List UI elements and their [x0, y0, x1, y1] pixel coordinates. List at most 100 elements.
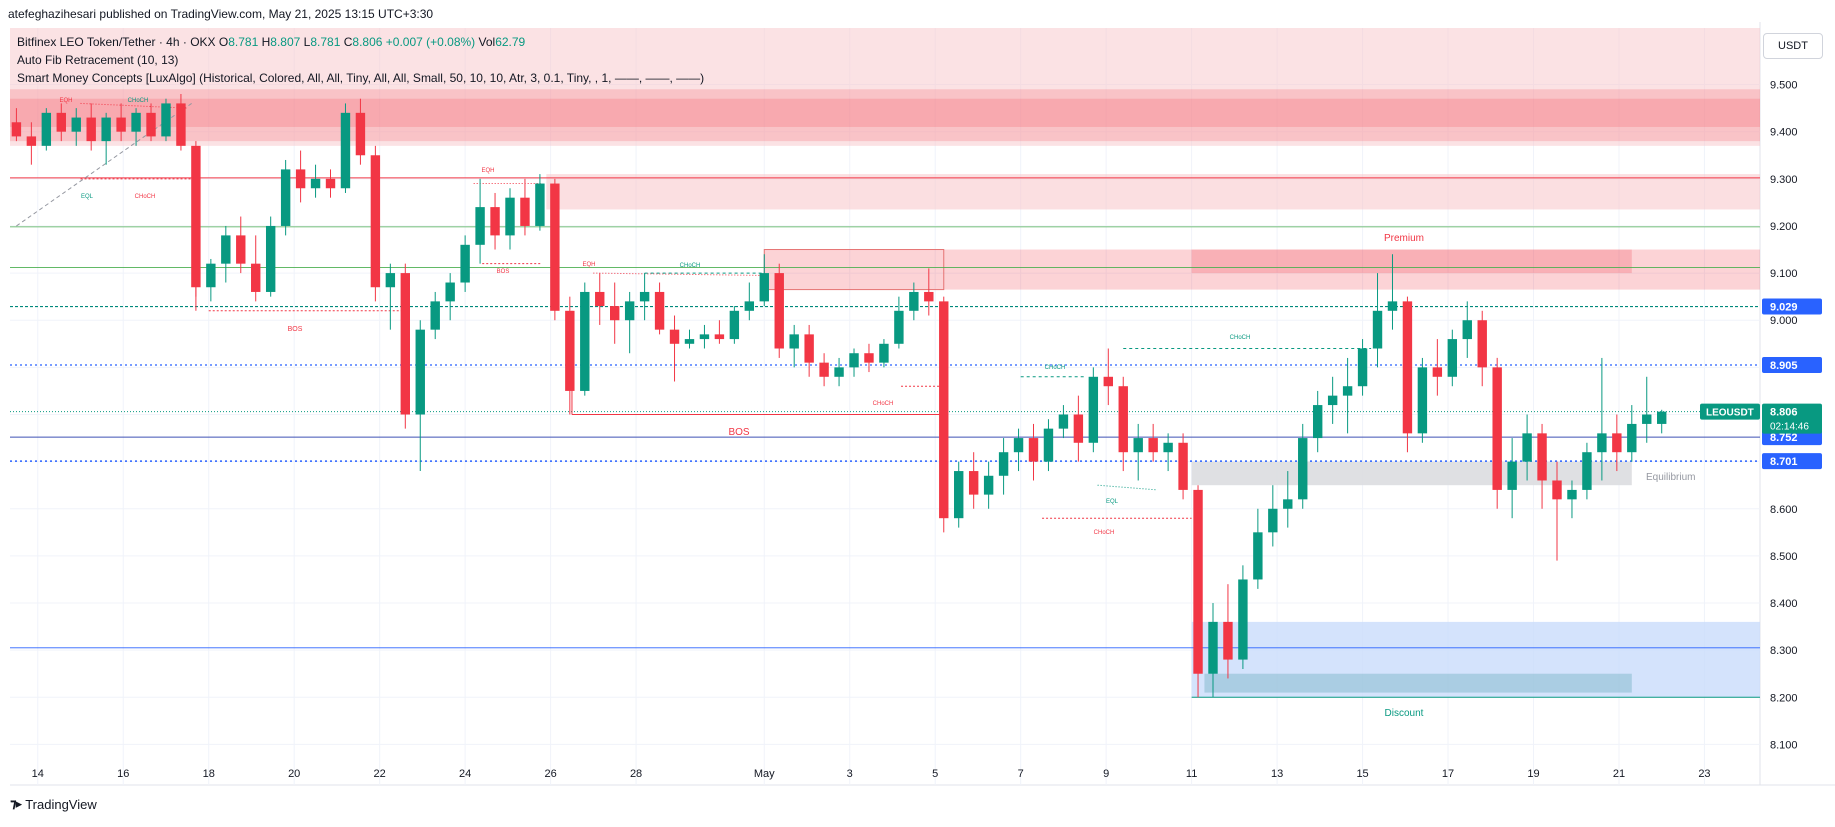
candle-body: [924, 291, 934, 302]
bos-label-1: BOS: [288, 326, 303, 333]
candle-body: [864, 353, 874, 363]
candle-body: [490, 207, 500, 236]
candle-body: [1552, 480, 1562, 500]
candle-body: [1357, 348, 1368, 387]
candle-body: [639, 291, 650, 302]
candle-body: [535, 183, 545, 226]
candle-body: [56, 112, 66, 132]
close-label: C: [343, 35, 353, 49]
indicator-smc[interactable]: Smart Money Concepts [LuxAlgo] (Historic…: [17, 71, 705, 85]
candle-body: [355, 112, 366, 156]
y-tick-label: 9.500: [1770, 80, 1798, 92]
eql-label-2: EQL: [1106, 499, 1119, 505]
candle-body: [1582, 452, 1592, 490]
candle-body: [909, 291, 919, 311]
candle-body: [1492, 367, 1502, 490]
price-tag-label: 8.752: [1770, 432, 1798, 444]
premium-zone-inner: [10, 98, 1760, 127]
y-tick-label: 9.100: [1770, 268, 1798, 280]
candle-body: [1342, 386, 1353, 396]
y-tick-label: 8.100: [1770, 739, 1798, 751]
indicator-auto-fib[interactable]: Auto Fib Retracement (10, 13): [17, 53, 179, 67]
symbol-title[interactable]: Bitfinex LEO Token/Tether · 4h · OKX: [17, 35, 216, 49]
y-tick-label: 9.200: [1770, 221, 1798, 233]
price-tag-label: 8.701: [1770, 456, 1798, 468]
candle-body: [1133, 438, 1143, 453]
candle-body: [265, 225, 276, 292]
candle-body: [146, 112, 156, 137]
candle-body: [101, 117, 111, 142]
last-price-tag-bg: [1762, 403, 1822, 434]
equilibrium-label: Equilibrium: [1646, 472, 1695, 483]
choch-label-1: CHoCH: [128, 98, 149, 104]
candle-body: [1627, 423, 1637, 453]
candle-body: [310, 178, 321, 189]
choch-label-7: CHoCH: [1230, 335, 1251, 341]
candle-body: [71, 117, 81, 132]
candle-body: [968, 471, 979, 495]
currency-button[interactable]: USDT: [1763, 33, 1823, 59]
x-tick-label: 26: [544, 768, 556, 780]
choch-label-4: CHoCH: [873, 401, 894, 407]
eqh-label-3: EQH: [582, 262, 595, 268]
candle-body: [236, 235, 246, 264]
candle-body: [804, 334, 814, 363]
x-tick-label: 16: [117, 768, 129, 780]
y-tick-label: 8.200: [1770, 692, 1798, 704]
supply-zone: [764, 249, 1760, 290]
x-tick-label: 9: [1103, 768, 1109, 780]
candle-body: [789, 334, 799, 349]
candle-body: [206, 263, 216, 288]
candles: [11, 93, 1667, 698]
candle-body: [550, 183, 560, 311]
close-value: 8.806: [352, 35, 383, 49]
candle-body: [221, 235, 231, 264]
candle-body: [699, 334, 710, 340]
candle-body: [161, 103, 171, 137]
candle-body: [1148, 438, 1158, 453]
candle-body: [834, 367, 844, 377]
discount-zone-inner: [1204, 673, 1632, 693]
published-by-header: atefeghazihesari published on TradingVie…: [8, 7, 434, 21]
equilibrium-zone: [1191, 461, 1632, 486]
candle-body: [340, 112, 351, 189]
candle-body: [370, 155, 381, 288]
y-tick-label: 9.300: [1770, 174, 1798, 186]
candle-body: [983, 475, 994, 495]
candle-body: [131, 112, 141, 132]
candle-body: [1163, 442, 1173, 453]
candle-body: [325, 178, 336, 189]
candle-body: [1327, 395, 1338, 406]
candle-body: [580, 291, 590, 391]
candle-body: [1372, 310, 1383, 349]
price-tag-bg: [1762, 298, 1822, 315]
candle-body: [1462, 320, 1472, 340]
candle-body: [1567, 489, 1577, 500]
discount-label: Discount: [1385, 708, 1424, 719]
candle-body: [26, 136, 37, 146]
candle-body: [176, 103, 186, 146]
candle-body: [565, 310, 575, 391]
volume-label: Vol: [478, 35, 496, 49]
candle-body: [1088, 376, 1099, 443]
eql-label-1: EQL: [81, 194, 94, 200]
candle-body: [280, 169, 291, 226]
candle-body: [1013, 438, 1024, 453]
candle-body: [520, 197, 530, 226]
tradingview-brand[interactable]: ⁊▸ TradingView: [10, 796, 97, 812]
y-tick-label: 8.600: [1770, 504, 1798, 516]
candle-body: [654, 291, 665, 330]
eqh-label-1: EQH: [59, 98, 72, 104]
candle-body: [595, 291, 605, 307]
last-price-countdown: 02:14:46: [1770, 422, 1809, 433]
premium-zone-mid: [1191, 249, 1632, 274]
brand-label: TradingView: [25, 796, 97, 812]
candle-body: [1058, 414, 1069, 429]
candle-body: [744, 301, 755, 311]
low-value: 8.781: [310, 35, 341, 49]
x-tick-label: 17: [1442, 768, 1454, 780]
eql-line-2: [1097, 484, 1158, 491]
x-tick-label: 24: [459, 768, 471, 780]
